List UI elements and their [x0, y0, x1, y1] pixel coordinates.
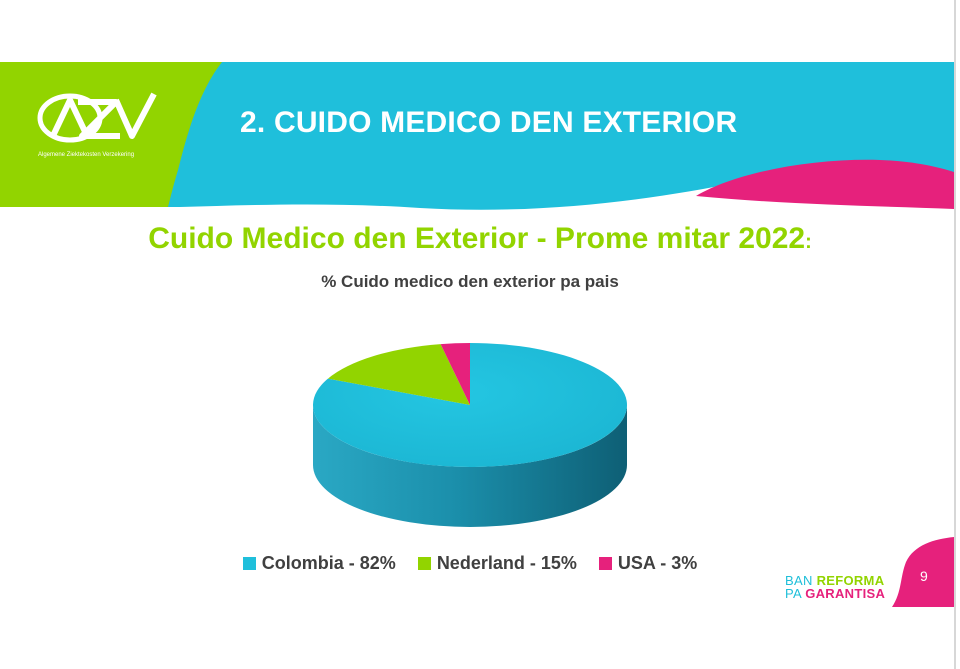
pie-side-wall	[313, 405, 627, 527]
azv-logo	[37, 92, 157, 143]
pie-slice-usa	[440, 343, 470, 405]
brand-word-reforma: REFORMA	[816, 573, 885, 588]
legend-item-usa: USA - 3%	[598, 553, 698, 574]
brand-line-1: BAN REFORMA	[785, 574, 885, 587]
chart-title-suffix: :	[805, 231, 812, 253]
chart-title-text: Cuido Medico den Exterior - Prome mitar …	[148, 222, 806, 255]
legend-item-colombia: Colombia - 82%	[242, 553, 396, 574]
chart-title: Cuido Medico den Exterior - Prome mitar …	[0, 222, 960, 256]
brand-line-2: PA GARANTISA	[785, 587, 885, 600]
legend-label-usa: USA - 3%	[617, 553, 698, 573]
legend-swatch-usa	[598, 557, 612, 570]
pie-slice-nederland	[327, 344, 470, 405]
legend-label-colombia: Colombia - 82%	[261, 553, 396, 573]
chart-legend: Colombia - 82% Nederland - 15% USA - 3%	[0, 553, 950, 574]
pie-slice-colombia	[312, 343, 627, 467]
legend-swatch-colombia	[242, 557, 256, 570]
legend-label-nederland: Nederland - 15%	[436, 553, 577, 573]
brand-word-ban: BAN	[785, 573, 813, 588]
header-cyan-band	[0, 62, 954, 210]
brand-word-garantisa: GARANTISA	[805, 586, 886, 601]
logo-tagline: Algemene Ziektekosten Verzekering	[38, 152, 135, 158]
page-title: 2. CUIDO MEDICO DEN EXTERIOR	[240, 106, 738, 139]
page-number: 9	[920, 568, 928, 584]
brand-logo: BAN REFORMA PA GARANTISA	[785, 574, 885, 600]
chart-subtitle: % Cuido medico den exterior pa pais	[321, 272, 619, 291]
header-pink-wave	[696, 159, 954, 209]
legend-swatch-nederland	[417, 557, 431, 570]
legend-item-nederland: Nederland - 15%	[417, 553, 577, 574]
page-edge	[954, 0, 956, 669]
brand-word-pa: PA	[785, 586, 802, 601]
page-number-badge	[892, 537, 954, 607]
